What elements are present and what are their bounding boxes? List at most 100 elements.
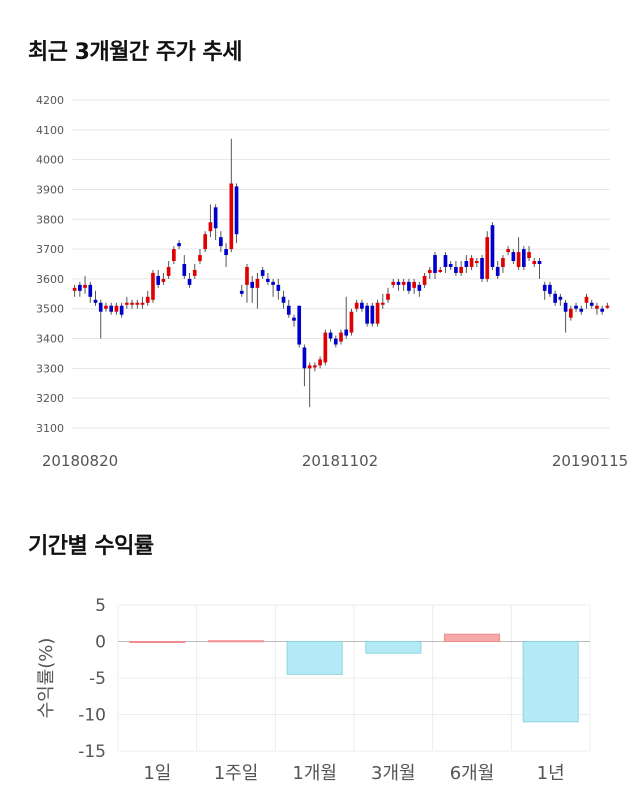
return-bar [286,641,343,675]
y-tick-label: 4100 [36,124,64,137]
candle-body [313,365,317,368]
candle-body [537,261,542,264]
candle-body [579,308,584,312]
candle-body [407,281,411,291]
candle-body [349,311,354,333]
candle-body [266,278,270,282]
candle-body [401,281,406,285]
candle-body [239,290,244,294]
candle-body [318,359,322,366]
candle-body [542,284,547,291]
x-tick-label: 1주일 [214,763,259,784]
candle-body [490,225,495,267]
candle-body [125,302,129,305]
candle-body [114,305,119,312]
candle-body [595,305,599,309]
candle-body [156,275,161,285]
y-tick-label: 3300 [36,362,64,375]
candle-body [506,249,510,253]
candle-body [553,293,557,303]
candle-body [166,266,171,276]
returns-chart-title: 기간별 수익률 [28,534,154,559]
candle-body [574,305,578,309]
candle-body [297,305,302,345]
y-tick-label: 3200 [36,392,64,405]
candle-body [161,278,166,282]
candle-body [469,258,474,267]
candle-body [558,296,563,300]
candle-body [443,255,448,267]
candle-body [109,305,114,312]
candle-body [495,266,500,276]
candle-body [119,305,124,315]
candle-body [88,284,93,297]
candle-body [224,249,228,256]
candle-body [307,365,312,369]
candle-body [370,305,375,324]
candle-body [438,269,443,272]
candle-body [135,302,140,305]
y-tick-label: 4200 [36,94,64,107]
candle-body [260,269,265,276]
candle-body [281,296,286,303]
price-chart: 3100 3200 3300 3400 3500 3600 3700 3800 3900 4000… [36,94,628,470]
candle-body [459,266,463,273]
candle-body [72,287,77,291]
candle-body [203,234,208,250]
candle-body [391,281,396,285]
candle-body [412,281,416,288]
return-bar [207,640,265,643]
y-tick-label: -15 [78,742,106,762]
y-tick-label: 3100 [36,422,64,435]
candle-body [448,264,453,267]
y-tick-label: 5 [95,596,106,616]
candle-body [422,275,427,285]
candle-body [177,243,181,247]
candle-body [140,302,145,305]
candle-body [104,305,108,309]
candle-body [208,222,213,232]
candle-body [182,264,187,276]
candle-body [187,278,192,285]
candle-body [563,302,568,312]
candle-body [93,299,98,303]
candle-body [328,332,333,339]
price-chart-title: 최근 3개월간 주가 추세 [28,40,242,65]
x-tick-label: 20180820 [42,452,118,470]
candle-body [360,302,364,309]
y-tick-label: 3400 [36,333,64,346]
candle-body [145,296,150,303]
candle-body [521,249,526,267]
candle-body [433,255,437,273]
x-tick-label: 3개월 [371,763,416,784]
return-bar [522,641,579,723]
candle-body [271,281,275,285]
x-tick-label: 1일 [143,763,171,784]
candle-body [83,284,87,288]
candle-body [302,347,307,369]
returns-chart: 5 0 -5 -10 -15 1일 1주일 1개월 3개월 6개월 1년 수익률(%) [36,596,591,784]
candle-body [276,284,281,291]
candle-body [130,302,134,305]
candle-body [333,338,338,345]
candle-body [292,317,296,321]
candle-body [344,329,349,336]
candle-body [234,186,239,235]
candle-body [417,284,422,291]
candle-body [516,252,521,267]
candle-body [485,237,490,279]
candle-body [380,302,385,305]
return-bar [443,633,501,643]
candle-body [229,183,234,250]
candle-body [255,278,260,288]
candle-body [532,261,537,264]
candle-body [511,252,516,262]
y-tick-label: 3500 [36,303,64,316]
candle-body [427,269,432,273]
candle-body [172,249,176,262]
candle-body [354,302,359,309]
x-tick-label: 20190115 [552,452,628,470]
candle-body [375,302,380,324]
y-tick-label: 0 [95,633,106,653]
candle-body [250,281,255,288]
